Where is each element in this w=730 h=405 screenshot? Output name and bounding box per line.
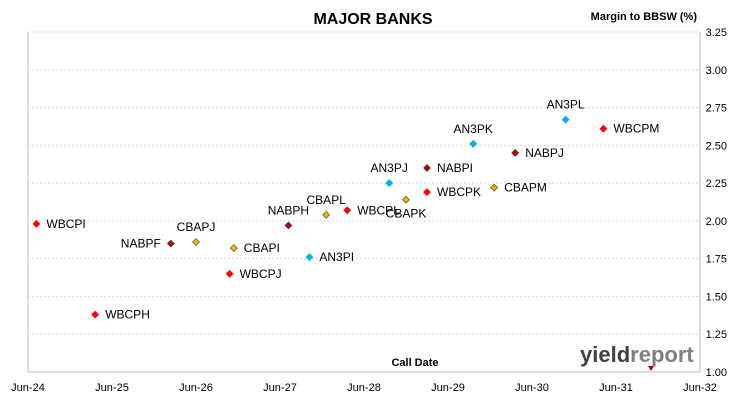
data-point-an3pl: AN3PL — [547, 98, 585, 124]
data-point-nabpf: NABPF — [121, 237, 175, 251]
point-marker — [385, 179, 394, 188]
point-marker — [229, 244, 238, 253]
data-point-wbcpl: WBCPL — [343, 203, 400, 217]
data-point-cbapk: CBAPK — [386, 195, 427, 221]
point-marker — [423, 188, 431, 197]
x-tick-label: Jun-31 — [599, 382, 633, 394]
point-label: NABPH — [268, 203, 309, 217]
data-point-cbapj: CBAPJ — [177, 220, 216, 246]
x-tick-label: Jun-30 — [515, 382, 549, 394]
yieldreport-logo: yieldreport — [580, 342, 694, 371]
data-point-nabpj: NABPJ — [511, 146, 564, 160]
x-tick-label: Jun-26 — [179, 382, 213, 394]
data-point-wbcpj: WBCPJ — [225, 267, 282, 281]
axes — [27, 32, 701, 373]
data-point-cbapm: CBAPM — [490, 181, 547, 195]
data-point-an3pi: AN3PI — [305, 250, 354, 264]
data-point-wbcpm: WBCPM — [599, 122, 659, 136]
x-axis-label: Call Date — [391, 357, 438, 369]
point-label: WBCPM — [613, 122, 659, 136]
data-point-wbcph: WBCPH — [91, 308, 150, 322]
point-marker — [32, 219, 41, 228]
point-label: CBAPK — [386, 207, 427, 221]
point-label: WBCPJ — [240, 267, 282, 281]
point-label: AN3PJ — [371, 161, 408, 175]
y-tick-label: 1.25 — [706, 329, 727, 341]
point-marker — [343, 206, 352, 215]
point-label: CBAPM — [504, 181, 547, 195]
y-tick-label: 3.00 — [706, 65, 727, 77]
point-label: AN3PL — [547, 98, 585, 112]
y-tick-label: 2.75 — [706, 103, 727, 115]
point-label: CBAPL — [307, 193, 347, 207]
point-marker — [511, 148, 520, 157]
x-tick-label: Jun-29 — [431, 382, 465, 394]
y-tick-label: 2.50 — [706, 140, 727, 152]
chart-title: MAJOR BANKS — [313, 11, 432, 28]
point-marker — [490, 183, 499, 192]
data-point-wbcpi: WBCPI — [32, 217, 86, 231]
logo-text-report: report — [630, 342, 694, 367]
point-marker — [423, 164, 431, 172]
y-tick-label: 3.25 — [706, 27, 727, 39]
data-point-wbcpk: WBCPK — [423, 185, 481, 199]
logo-text-yield: yield — [580, 342, 630, 367]
point-marker — [599, 124, 608, 133]
data-point-an3pj: AN3PJ — [371, 161, 408, 188]
point-marker — [561, 115, 570, 124]
y-tick-label: 2.25 — [706, 178, 727, 190]
point-marker — [166, 239, 175, 248]
point-marker — [305, 253, 314, 262]
point-marker — [322, 210, 331, 219]
point-marker — [192, 238, 200, 246]
point-label: WBCPI — [46, 217, 85, 231]
point-label: NABPF — [121, 237, 161, 251]
y-tick-label: 1.75 — [706, 254, 727, 266]
point-label: NABPJ — [525, 146, 564, 160]
x-tick-label: Jun-27 — [263, 382, 297, 394]
data-point-cbapi: CBAPI — [229, 241, 280, 255]
data-points: WBCPI WBCPH NABPF CBAPJ WBCPJ CBAPI NABPH AN3PI… — [32, 98, 659, 322]
point-marker — [469, 139, 478, 148]
data-point-nabpi: NABPI — [423, 161, 473, 175]
point-label: NABPI — [437, 161, 473, 175]
point-label: WBCPK — [437, 185, 481, 199]
logo-text: yieldreport — [580, 342, 694, 367]
point-marker — [91, 310, 100, 319]
point-marker — [284, 221, 293, 230]
y-tick-label: 1.50 — [706, 291, 727, 303]
point-label: AN3PK — [454, 122, 493, 136]
point-label: WBCPH — [105, 308, 150, 322]
x-tick-label: Jun-24 — [11, 382, 45, 394]
point-label: WBCPL — [357, 203, 400, 217]
y-tick-label: 1.00 — [706, 367, 727, 379]
point-label: CBAPI — [244, 241, 280, 255]
logo-marker-icon — [648, 366, 654, 371]
point-marker — [225, 269, 234, 278]
data-point-nabph: NABPH — [268, 203, 309, 230]
point-label: AN3PI — [319, 250, 354, 264]
data-point-cbapl: CBAPL — [307, 193, 347, 219]
x-tick-labels: Jun-24 Jun-25 Jun-26 Jun-27 Jun-28 Jun-29 Jun-… — [11, 382, 717, 394]
y-tick-label: 2.00 — [706, 216, 727, 228]
grid-lines — [28, 31, 700, 335]
point-marker — [402, 195, 410, 204]
x-tick-label: Jun-32 — [683, 382, 717, 394]
point-label: CBAPJ — [177, 220, 216, 234]
y-axis-label: Margin to BBSW (%) — [591, 11, 698, 23]
x-tick-label: Jun-25 — [95, 382, 129, 394]
data-point-an3pk: AN3PK — [454, 122, 493, 148]
x-tick-label: Jun-28 — [347, 382, 381, 394]
y-tick-labels: 1.00 1.25 1.50 1.75 2.00 2.25 2.50 2.75 3.00 3.25 — [706, 27, 727, 379]
